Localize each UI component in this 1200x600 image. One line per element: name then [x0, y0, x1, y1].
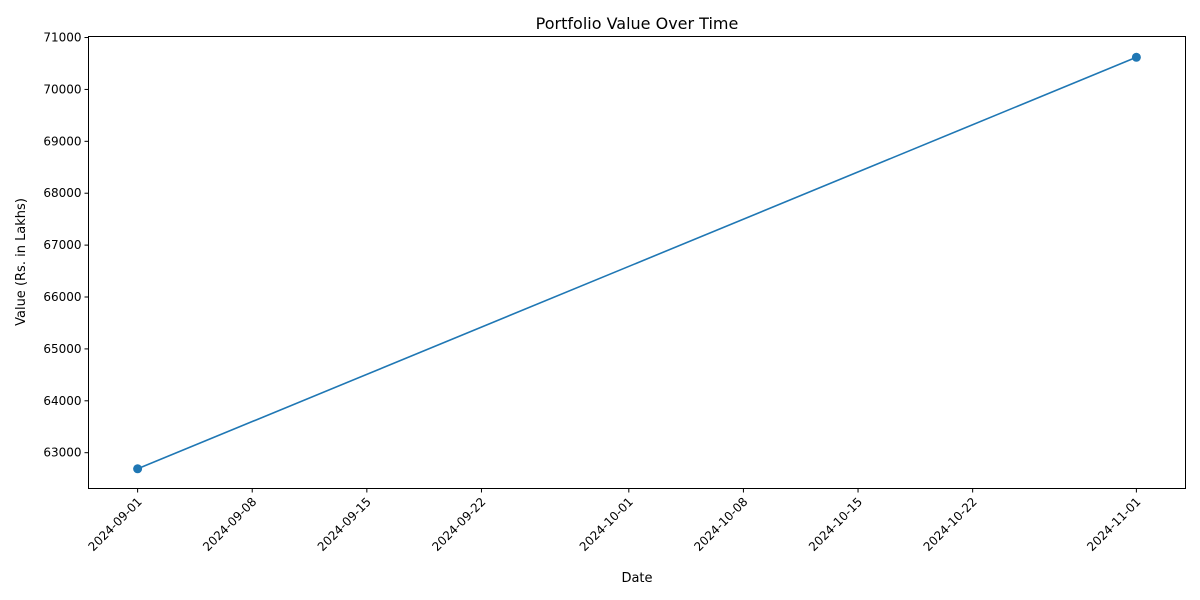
plot-area — [88, 36, 1186, 489]
y-axis: 63000 64000 65000 66000 67000 68000 69000 70000… — [43, 31, 89, 460]
x-tick-label: 2024-11-01 — [1084, 495, 1143, 554]
series-layer — [133, 52, 1141, 474]
y-tick-label: 67000 — [43, 238, 81, 252]
y-axis-label: Value (Rs. in Lakhs) — [14, 198, 29, 326]
x-tick-label: 2024-09-15 — [315, 495, 374, 554]
y-tick-label: 68000 — [43, 186, 81, 200]
series-line — [137, 56, 1137, 470]
x-tick-label: 2024-10-01 — [577, 495, 636, 554]
data-point — [133, 464, 143, 474]
y-tick-label: 71000 — [43, 31, 81, 45]
x-tick-label: 2024-09-08 — [200, 495, 259, 554]
y-tick-label: 65000 — [43, 342, 81, 356]
x-axis: 2024-09-01 2024-09-08 2024-09-15 2024-09-22… — [86, 488, 1144, 554]
chart-title: Portfolio Value Over Time — [536, 14, 739, 33]
x-tick-label: 2024-10-15 — [806, 495, 865, 554]
x-tick-label: 2024-10-22 — [921, 495, 980, 554]
x-tick-label: 2024-09-01 — [86, 495, 145, 554]
y-tick-label: 66000 — [43, 290, 81, 304]
x-tick-label: 2024-10-08 — [691, 495, 750, 554]
x-tick-label: 2024-09-22 — [429, 495, 488, 554]
y-tick-label: 69000 — [43, 134, 81, 148]
x-axis-label: Date — [621, 571, 652, 586]
data-point — [1131, 52, 1141, 62]
y-tick-label: 64000 — [43, 394, 81, 408]
y-tick-label: 63000 — [43, 446, 81, 460]
y-tick-label: 70000 — [43, 82, 81, 96]
